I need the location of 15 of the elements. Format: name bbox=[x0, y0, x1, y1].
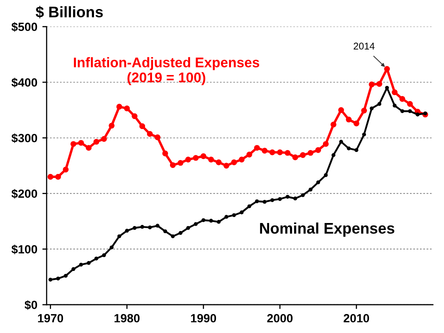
x-tick-label: 1980 bbox=[114, 314, 140, 322]
x-tick-label: 1990 bbox=[191, 314, 216, 322]
x-tick-label: 2010 bbox=[344, 314, 370, 322]
annotation: 2014 bbox=[354, 42, 375, 50]
y-tick-label: $400 bbox=[11, 78, 38, 88]
x-tick-label: 1970 bbox=[38, 314, 64, 322]
y-tick-label: $300 bbox=[11, 133, 38, 144]
x-tick-label: 2000 bbox=[267, 314, 293, 322]
y-tick-label: $500 bbox=[11, 22, 38, 32]
text: Inflation-Adjusted Expenses (2019 = 100) bbox=[74, 57, 260, 86]
y-tick-label: $100 bbox=[11, 244, 38, 254]
y-tick-label: $0 bbox=[24, 300, 38, 310]
y-tick-label: $200 bbox=[11, 188, 38, 199]
y-axis-title: $ Billions bbox=[36, 6, 103, 18]
series-label: Nominal Expenses bbox=[260, 222, 394, 237]
